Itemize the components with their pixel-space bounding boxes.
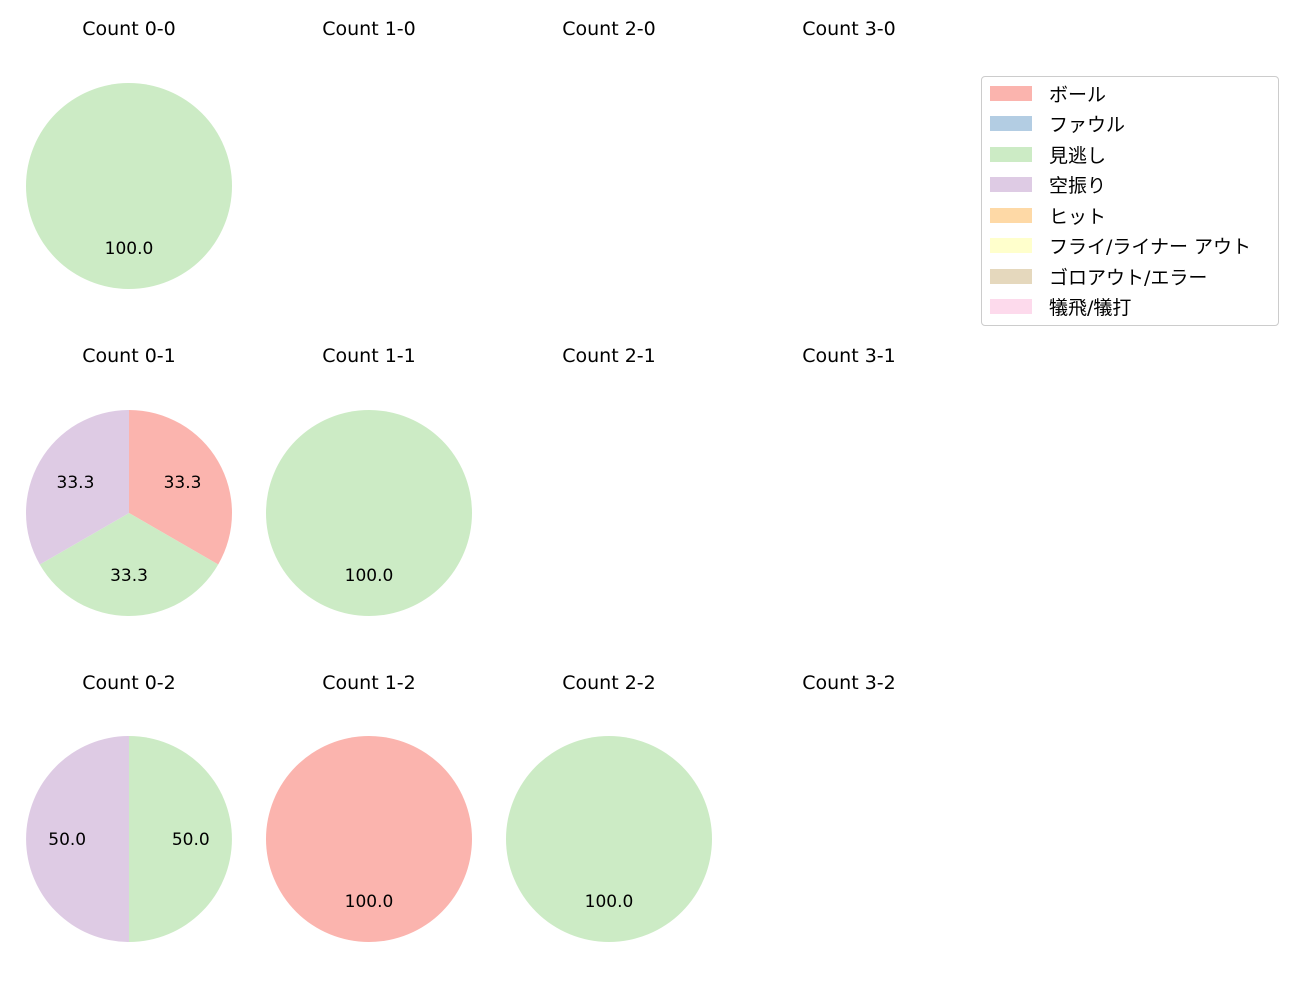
legend: ボールファウル見逃し空振りヒットフライ/ライナー アウト ゴロアウト/エラー 犠飛/… — [981, 76, 1279, 326]
subplot-title: Count 1-2 — [322, 672, 416, 694]
slice-percent-label: 33.3 — [57, 473, 95, 493]
pie-slice — [506, 736, 712, 942]
pie-slice — [129, 410, 232, 565]
slice-percent-label: 33.3 — [164, 473, 202, 493]
legend-swatch — [990, 238, 1032, 253]
pie-slice — [39, 513, 219, 616]
legend-label: 見逃し — [1049, 144, 1107, 167]
subplot-title: Count 3-1 — [802, 345, 896, 367]
legend-item: 見逃し — [990, 143, 1107, 167]
subplot: Count 3-2 — [802, 672, 896, 694]
pie-slice — [26, 736, 129, 942]
pie-slice — [129, 736, 232, 942]
subplot-title: Count 2-0 — [562, 18, 656, 40]
pie-slice — [266, 410, 472, 616]
slice-percent-label: 50.0 — [172, 830, 210, 850]
legend-swatch — [990, 85, 1032, 101]
slice-percent-label: 100.0 — [345, 892, 394, 912]
subplot: Count 0-2 50.0 50.0 — [26, 672, 232, 942]
subplot-title: Count 0-1 — [82, 345, 176, 367]
legend-item: 空振り — [990, 174, 1107, 197]
legend-label: 犠飛/犠打 — [1049, 297, 1132, 319]
slice-percent-label: 50.0 — [48, 830, 86, 850]
subplot-title: Count 3-0 — [802, 18, 896, 40]
legend-item: ゴロアウト/エラー — [990, 265, 1208, 289]
subplot: Count 2-0 — [562, 18, 656, 40]
pie-slice — [26, 83, 232, 289]
legend-label: フライ/ライナー アウト — [1049, 236, 1252, 258]
legend-item: フライ/ライナー アウト — [990, 235, 1252, 258]
subplot: Count 3-0 — [802, 18, 896, 40]
subplot: Count 2-1 — [562, 345, 656, 367]
legend-item: ヒット — [990, 204, 1107, 228]
slice-percent-label: 100.0 — [585, 892, 634, 912]
subplot-title: Count 0-0 — [82, 18, 176, 40]
legend-swatch — [990, 268, 1032, 284]
subplot-title: Count 1-0 — [322, 18, 416, 40]
legend-item: ファウル — [990, 113, 1126, 136]
legend-item: 犠飛/犠打 — [990, 296, 1132, 319]
legend-swatch — [990, 177, 1032, 192]
legend-label: ヒット — [1049, 205, 1107, 228]
subplot: Count 2-2 100.0 — [506, 672, 712, 942]
subplot: Count 1-1 100.0 — [266, 345, 472, 616]
legend-swatch — [990, 299, 1032, 314]
slice-percent-label: 100.0 — [345, 566, 394, 586]
legend-label: 空振り — [1049, 175, 1107, 197]
legend-swatch — [990, 116, 1032, 131]
pie-slice — [26, 410, 129, 565]
subplot: Count 1-2 100.0 — [266, 672, 472, 942]
subplot-title: Count 3-2 — [802, 672, 896, 694]
subplot: Count 1-0 — [322, 18, 416, 40]
subplot-title: Count 2-1 — [562, 345, 656, 367]
pie-slice — [266, 736, 472, 942]
legend-item: ボール — [990, 82, 1107, 106]
subplot-title: Count 1-1 — [322, 345, 416, 367]
legend-swatch — [990, 146, 1032, 162]
legend-swatch — [990, 207, 1032, 223]
legend-label: ゴロアウト/エラー — [1049, 266, 1208, 289]
slice-percent-label: 100.0 — [105, 239, 154, 259]
subplot: Count 0-0 100.0 — [26, 18, 232, 289]
subplot-title: Count 0-2 — [82, 672, 176, 694]
subplot: Count 0-1 33.3 33.3 33.3 — [26, 345, 232, 616]
subplot-title: Count 2-2 — [562, 672, 656, 694]
slice-percent-label: 33.3 — [110, 566, 148, 586]
legend-label: ボール — [1049, 83, 1107, 106]
legend-label: ファウル — [1049, 114, 1126, 136]
subplot: Count 3-1 — [802, 345, 896, 367]
